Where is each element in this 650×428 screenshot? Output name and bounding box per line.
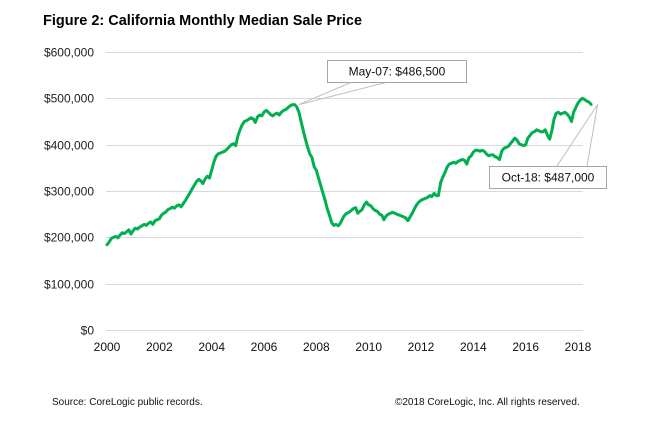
x-tick-label: 2010 [355,340,382,354]
annotations-layer: May-07: $486,500 Oct-18: $487,000 [298,60,607,189]
annotation-box [327,60,467,83]
annotation-leader-line [556,104,599,167]
copyright-note: ©2018 CoreLogic, Inc. All rights reserve… [395,397,580,408]
gridlines [106,52,583,331]
source-note: Source: CoreLogic public records. [52,397,203,408]
x-tick-label: 2018 [565,340,592,354]
annotation-leader-line [298,81,389,106]
x-tick-label: 2008 [303,340,330,354]
y-tick-label: $300,000 [44,185,94,199]
x-axis: 2000 2002 2004 2006 2008 2010 2012 2014 2016 2018 [94,340,592,354]
annotation-label: Oct-18: $487,000 [502,171,595,185]
annotation-leader-line [298,81,353,106]
y-tick-label: $100,000 [44,278,94,292]
y-tick-label: $400,000 [44,139,94,153]
y-tick-label: $600,000 [44,46,94,60]
y-tick-label: $0 [81,324,95,338]
x-tick-label: 2006 [251,340,278,354]
x-tick-label: 2014 [460,340,487,354]
x-tick-label: 2004 [198,340,225,354]
annotation-label: May-07: $486,500 [349,65,446,79]
x-tick-label: 2002 [146,340,173,354]
chart-title: Figure 2: California Monthly Median Sale… [43,13,363,29]
annotation-leader-line [586,104,599,167]
series-layer [105,96,593,247]
y-axis: $0 $100,000 $200,000 $300,000 $400,000 $500,0… [44,46,94,338]
price-line [105,96,593,247]
y-tick-label: $200,000 [44,231,94,245]
y-tick-label: $500,000 [44,92,94,106]
x-tick-label: 2012 [408,340,435,354]
x-tick-label: 2016 [512,340,539,354]
annotation-box [489,166,607,189]
x-tick-label: 2000 [94,340,121,354]
